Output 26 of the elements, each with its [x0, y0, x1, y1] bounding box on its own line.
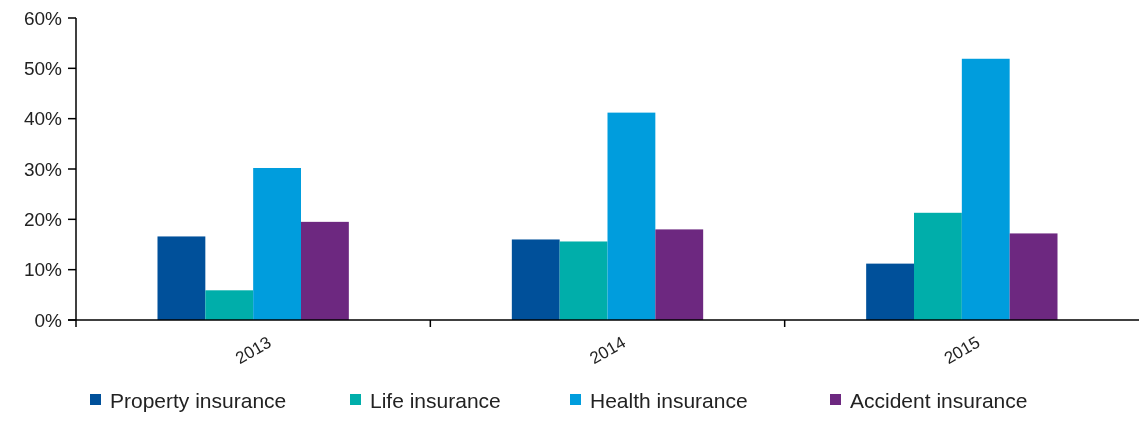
- y-tick-label: 20%: [23, 208, 63, 230]
- bar: [157, 236, 206, 320]
- bar: [1009, 233, 1058, 320]
- legend-label: Health insurance: [590, 389, 748, 412]
- legend-label: Life insurance: [370, 389, 501, 412]
- bar: [961, 58, 1010, 320]
- bar: [253, 167, 301, 320]
- bar: [205, 290, 254, 320]
- x-tick-label: 2014: [586, 332, 629, 369]
- legend-label: Property insurance: [110, 389, 287, 412]
- bar: [914, 212, 962, 320]
- x-tick-label: 2013: [232, 332, 275, 369]
- y-tick-label: 30%: [23, 158, 63, 180]
- bar: [655, 229, 704, 320]
- bar: [866, 263, 914, 320]
- x-tick-label: 2015: [940, 332, 984, 369]
- bar: [511, 239, 560, 320]
- y-tick-label: 10%: [23, 259, 63, 281]
- legend-label: Accident insurance: [850, 389, 1028, 412]
- y-tick-label: 60%: [23, 7, 63, 29]
- bar: [607, 112, 656, 320]
- bar: [301, 221, 349, 320]
- y-tick-label: 50%: [23, 57, 63, 79]
- y-tick-label: 40%: [23, 108, 63, 130]
- y-tick-label: 0%: [34, 309, 63, 331]
- bar: [559, 241, 608, 320]
